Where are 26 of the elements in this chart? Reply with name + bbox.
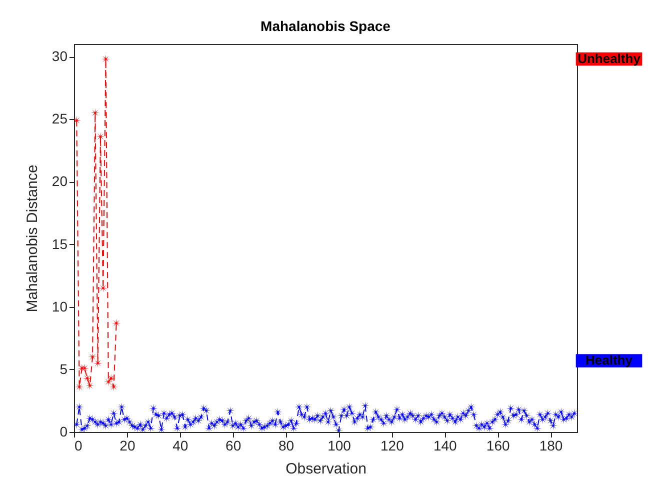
- point: [109, 382, 118, 392]
- chart-title: Mahalanobis Space: [260, 18, 391, 34]
- x-tick-label: 80: [278, 438, 294, 454]
- y-tick-label: 0: [60, 424, 68, 440]
- x-tick-label: 0: [74, 438, 82, 454]
- x-tick-label: 100: [328, 438, 352, 454]
- y-tick-label: 10: [52, 298, 68, 314]
- text: Healthy: [586, 352, 634, 368]
- y-tick-label: 15: [52, 236, 68, 252]
- text: Unhealthy: [578, 51, 642, 66]
- y-tick-label: 30: [52, 48, 68, 64]
- point: [82, 374, 92, 383]
- x-tick-label: 180: [539, 438, 563, 454]
- x-tick-label: 160: [486, 438, 510, 454]
- point: [85, 381, 94, 390]
- x-axis-title: Observation: [286, 460, 366, 478]
- y-axis-title: Mahalanobis Distance: [24, 164, 41, 312]
- x-tick-label: 120: [380, 438, 404, 454]
- x-tick-label: 40: [172, 438, 188, 454]
- y-tick-label: 20: [52, 173, 68, 190]
- y-tick-label: 5: [60, 360, 68, 377]
- x-tick-label: 60: [226, 438, 242, 454]
- x-tick-label: 140: [433, 438, 458, 454]
- x-tick-label: 20: [120, 438, 136, 454]
- y-tick-label: 25: [52, 110, 68, 127]
- point: [106, 374, 116, 383]
